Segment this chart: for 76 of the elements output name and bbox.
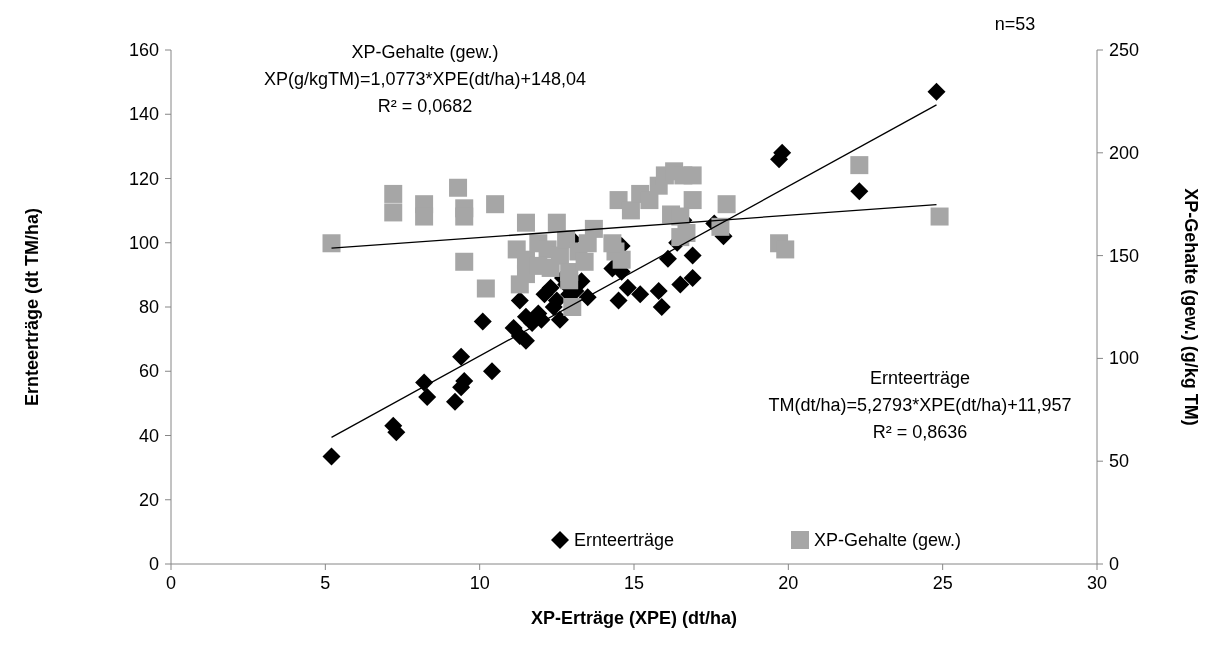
y2-axis-title: XP-Gehalte (gew.) (g/kg TM) bbox=[1181, 188, 1201, 426]
y2-tick-label: 250 bbox=[1109, 40, 1140, 60]
point bbox=[452, 347, 471, 366]
x-tick-label: 10 bbox=[469, 573, 490, 593]
point bbox=[455, 207, 474, 226]
point bbox=[609, 291, 628, 310]
x-tick-label: 0 bbox=[165, 573, 177, 593]
point bbox=[618, 278, 637, 297]
text: n=53 bbox=[994, 14, 1036, 34]
point bbox=[658, 249, 677, 268]
point bbox=[649, 281, 668, 300]
y2-tick-label: 150 bbox=[1109, 245, 1140, 266]
point bbox=[683, 246, 702, 265]
point bbox=[652, 298, 671, 316]
point bbox=[683, 191, 702, 210]
y-tick-label: 140 bbox=[128, 104, 159, 125]
y-tick-label: 20 bbox=[138, 489, 159, 510]
y2-tick-label: 0 bbox=[1109, 554, 1120, 574]
x-tick-label: 5 bbox=[320, 573, 331, 593]
x-tick-label: 20 bbox=[778, 573, 799, 593]
annotation: XP(g/kgTM)=1,0773*XPE(dt/ha)+148,04 bbox=[263, 69, 587, 89]
annotation: XP-Gehalte (gew.) bbox=[351, 42, 499, 62]
y-tick-label: 120 bbox=[128, 168, 159, 189]
point bbox=[560, 271, 579, 290]
annotation: TM(dt/ha)=5,2793*XPE(dt/ha)+11,957 bbox=[768, 395, 1072, 415]
y2-tick-label: 50 bbox=[1109, 451, 1130, 472]
y-tick-label: 80 bbox=[138, 297, 159, 317]
x-tick-label: 15 bbox=[623, 573, 645, 593]
point bbox=[516, 213, 535, 232]
y-axis-title: Ernteerträge (dt TM/ha) bbox=[22, 207, 42, 407]
legend-label: Ernteerträge bbox=[574, 530, 675, 550]
point bbox=[717, 195, 736, 214]
point bbox=[850, 182, 869, 201]
point bbox=[476, 279, 495, 298]
y-tick-label: 60 bbox=[138, 361, 159, 382]
point bbox=[631, 285, 650, 304]
point bbox=[535, 285, 554, 304]
point bbox=[850, 156, 869, 175]
x-tick-label: 30 bbox=[1086, 573, 1108, 593]
annotation: R² = 0,8636 bbox=[872, 422, 968, 442]
point bbox=[384, 184, 403, 203]
y-tick-label: 100 bbox=[128, 232, 159, 253]
point bbox=[455, 252, 474, 271]
point bbox=[930, 207, 949, 226]
point bbox=[322, 447, 341, 466]
point bbox=[563, 298, 582, 316]
point bbox=[483, 362, 502, 381]
point bbox=[547, 213, 566, 232]
point bbox=[927, 82, 946, 101]
y-tick-label: 0 bbox=[148, 554, 159, 574]
y2-tick-label: 200 bbox=[1109, 142, 1140, 163]
point bbox=[486, 195, 505, 214]
annotation: R² = 0,0682 bbox=[377, 96, 473, 116]
point bbox=[322, 234, 341, 253]
point bbox=[621, 201, 640, 220]
point bbox=[683, 269, 702, 288]
x-axis-title: XP-Erträge (XPE) (dt/ha) bbox=[530, 608, 738, 628]
y-tick-label: 40 bbox=[138, 425, 159, 446]
point bbox=[384, 203, 403, 222]
x-tick-label: 25 bbox=[932, 573, 953, 593]
point bbox=[550, 310, 569, 329]
annotation: Ernteerträge bbox=[869, 368, 971, 388]
point bbox=[449, 178, 468, 197]
point bbox=[683, 166, 702, 185]
point bbox=[603, 234, 622, 253]
y2-tick-label: 100 bbox=[1109, 348, 1140, 369]
point bbox=[418, 387, 437, 406]
point bbox=[415, 207, 434, 226]
point bbox=[671, 275, 690, 294]
point bbox=[415, 373, 434, 392]
legend-label: XP-Gehalte (gew.) bbox=[814, 530, 962, 550]
point bbox=[473, 312, 492, 331]
point bbox=[445, 392, 464, 411]
point bbox=[584, 219, 603, 238]
point bbox=[510, 291, 529, 310]
y-tick-label: 160 bbox=[128, 40, 159, 60]
